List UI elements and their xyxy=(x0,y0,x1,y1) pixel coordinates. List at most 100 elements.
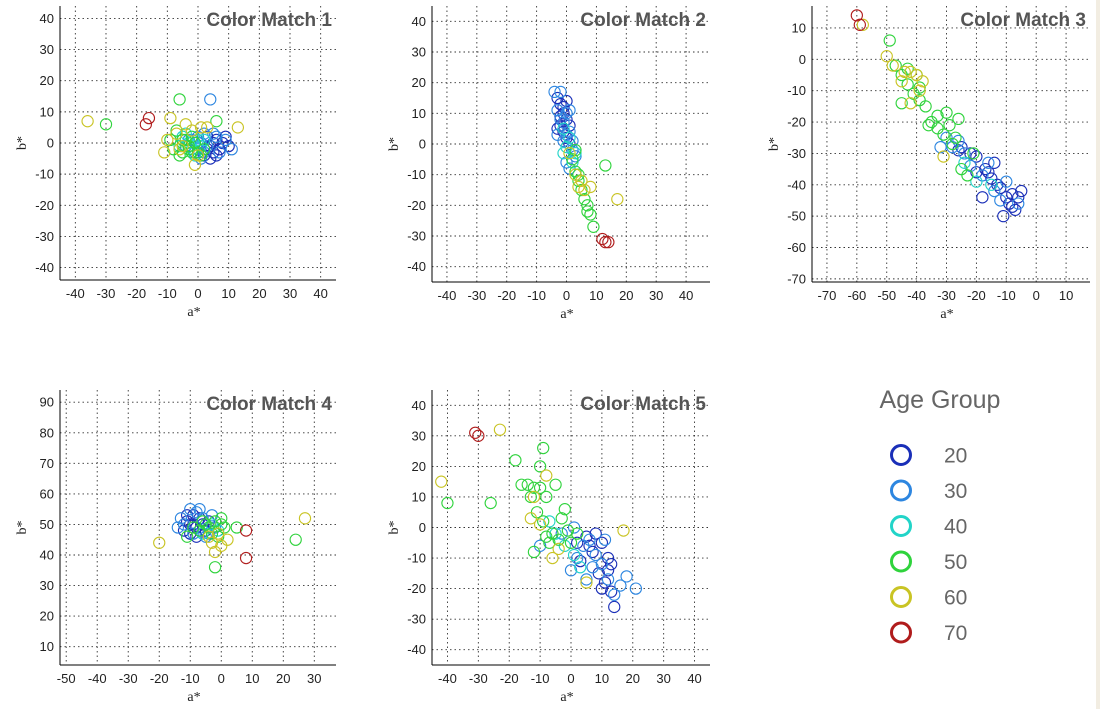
y-tick-label: 40 xyxy=(40,11,54,26)
data-point-age-20 xyxy=(580,530,593,543)
y-tick-label: 0 xyxy=(799,52,806,67)
y-tick-label: 80 xyxy=(40,425,54,440)
data-point-age-20 xyxy=(207,146,220,159)
legend-label: 50 xyxy=(944,551,967,574)
data-point-age-60 xyxy=(584,180,597,194)
data-point-age-40 xyxy=(176,130,189,143)
data-point-age-50 xyxy=(215,512,228,525)
data-point-age-50 xyxy=(521,478,534,491)
data-point-age-30 xyxy=(177,518,191,531)
x-tick-label: -10 xyxy=(527,288,546,303)
data-point-age-40 xyxy=(182,136,195,150)
data-point-age-20 xyxy=(1012,191,1025,204)
data-point-age-40 xyxy=(566,156,579,169)
data-point-age-50 xyxy=(182,139,195,153)
y-tick-label: -70 xyxy=(787,271,806,286)
data-point-age-50 xyxy=(555,512,568,525)
data-point-age-30 xyxy=(197,146,211,159)
data-point-age-50 xyxy=(187,521,200,534)
data-point-age-20 xyxy=(197,149,211,162)
data-point-age-30 xyxy=(958,147,971,160)
data-point-age-60 xyxy=(904,97,917,110)
data-point-age-50 xyxy=(889,59,902,72)
x-tick-label: -30 xyxy=(119,671,138,686)
data-point-age-30 xyxy=(551,104,564,117)
y-tick-label: 30 xyxy=(412,428,426,443)
legend-label: 70 xyxy=(944,622,967,645)
data-point-age-30 xyxy=(614,579,627,592)
data-point-age-20 xyxy=(210,149,223,162)
data-point-age-60 xyxy=(916,75,929,88)
data-point-age-50 xyxy=(180,530,194,543)
data-point-age-30 xyxy=(601,573,615,586)
data-point-age-20 xyxy=(605,585,618,598)
chart-title: Color Match 1 xyxy=(206,10,332,31)
data-point-age-50 xyxy=(581,199,594,212)
legend-marker xyxy=(890,550,912,573)
y-axis-label: b* xyxy=(387,137,402,151)
data-point-age-20 xyxy=(557,107,570,120)
data-point-age-50 xyxy=(571,527,584,540)
legend-marker xyxy=(890,586,912,608)
data-point-age-70 xyxy=(596,232,609,246)
legend-title: Age Group xyxy=(880,386,1001,414)
data-point-age-60 xyxy=(205,536,219,549)
data-point-age-40 xyxy=(549,527,562,540)
data-point-age-20 xyxy=(557,101,570,114)
data-point-age-60 xyxy=(173,143,186,156)
x-tick-label: 40 xyxy=(679,288,693,303)
y-tick-label: -20 xyxy=(787,115,806,130)
data-point-age-50 xyxy=(196,515,209,528)
data-point-age-60 xyxy=(158,146,171,159)
x-tick-label: 10 xyxy=(1059,288,1073,303)
data-point-age-30 xyxy=(564,564,578,577)
data-point-age-60 xyxy=(202,530,216,543)
data-point-age-60 xyxy=(563,147,576,160)
y-tick-label: 40 xyxy=(40,548,54,563)
data-point-age-30 xyxy=(952,134,965,148)
data-point-age-70 xyxy=(602,235,615,249)
data-point-age-50 xyxy=(527,545,541,559)
data-point-age-30 xyxy=(210,130,223,143)
data-point-age-50 xyxy=(901,62,914,75)
data-point-age-30 xyxy=(174,512,188,525)
data-point-age-50 xyxy=(230,521,243,534)
data-point-age-20 xyxy=(1000,191,1013,204)
data-point-age-30 xyxy=(563,125,576,138)
data-point-age-50 xyxy=(537,515,550,528)
data-point-age-30 xyxy=(982,156,995,169)
data-point-age-30 xyxy=(225,143,238,156)
x-tick-label: -10 xyxy=(181,671,200,686)
x-tick-label: -20 xyxy=(150,671,169,686)
data-point-age-40 xyxy=(179,127,192,140)
x-tick-label: -30 xyxy=(937,288,956,303)
data-point-age-60 xyxy=(617,524,630,537)
data-point-age-60 xyxy=(201,121,214,134)
data-point-age-60 xyxy=(435,475,448,488)
data-point-age-30 xyxy=(620,570,633,583)
data-point-age-50 xyxy=(925,115,938,129)
y-tick-label: 10 xyxy=(40,104,54,119)
data-point-age-30 xyxy=(548,85,561,99)
data-point-age-50 xyxy=(572,174,585,187)
data-point-age-30 xyxy=(580,573,593,586)
data-point-age-30 xyxy=(566,143,579,157)
y-tick-label: -30 xyxy=(407,229,426,244)
data-point-age-50 xyxy=(895,97,908,110)
data-point-age-30 xyxy=(191,143,205,156)
data-point-age-30 xyxy=(554,85,567,99)
data-point-age-50 xyxy=(170,124,183,137)
y-tick-label: 90 xyxy=(40,395,54,410)
data-point-age-40 xyxy=(557,147,570,160)
legend-marker xyxy=(890,479,912,502)
data-point-age-30 xyxy=(207,127,220,140)
data-point-age-60 xyxy=(540,469,553,482)
data-point-age-60 xyxy=(298,512,312,525)
legend-marker xyxy=(890,621,912,644)
data-point-age-40 xyxy=(197,133,211,147)
data-point-age-50 xyxy=(185,130,199,143)
y-tick-label: 0 xyxy=(419,137,426,152)
data-point-age-40 xyxy=(985,178,998,191)
data-point-age-40 xyxy=(558,539,571,552)
data-point-age-20 xyxy=(571,536,584,549)
